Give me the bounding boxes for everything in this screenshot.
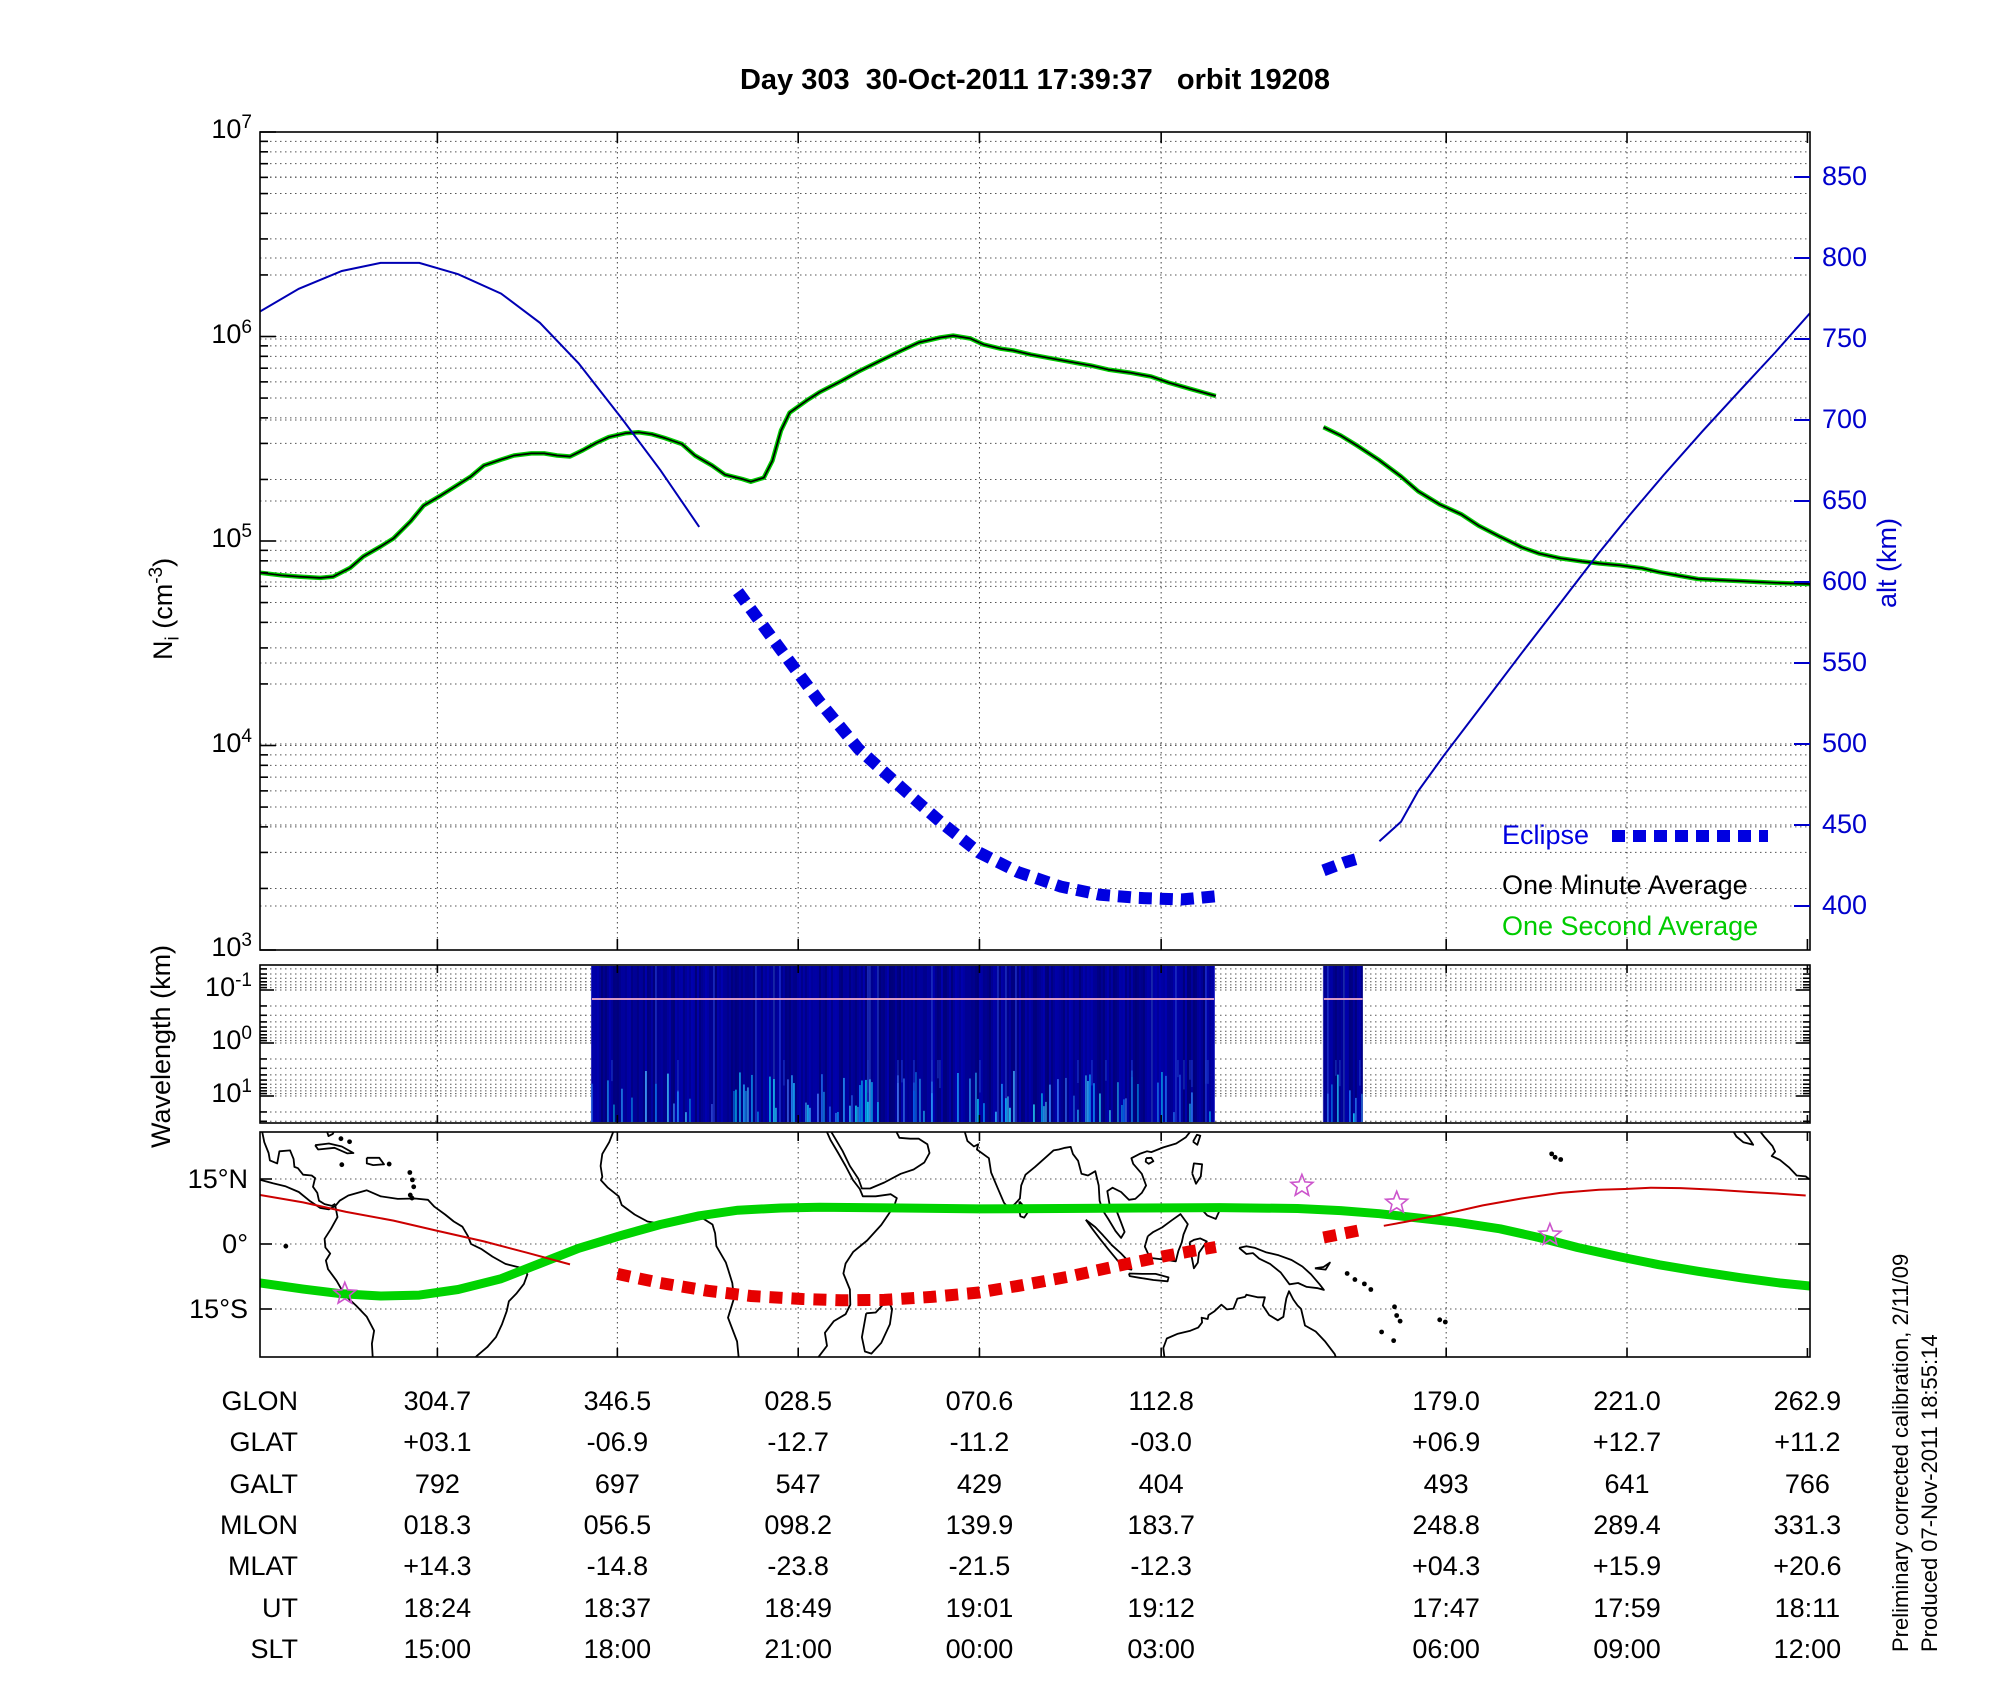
wavelength-tick-1: 100 xyxy=(211,1023,252,1055)
table-cell-GLAT-1: -06.9 xyxy=(586,1427,649,1457)
map-lat-15n: 15°N xyxy=(187,1164,248,1194)
table-cell-MLON-0: 018.3 xyxy=(403,1510,472,1540)
table-cell-GALT-5: 493 xyxy=(1423,1469,1469,1499)
table-cell-GLON-7: 262.9 xyxy=(1773,1386,1842,1416)
table-cell-GLON-1: 346.5 xyxy=(583,1386,652,1416)
table-cell-GLAT-7: +11.2 xyxy=(1774,1427,1841,1457)
table-cell-GALT-7: 766 xyxy=(1784,1469,1830,1499)
table-cell-GALT-3: 429 xyxy=(956,1469,1002,1499)
table-cell-GLAT-6: +12.7 xyxy=(1592,1427,1662,1457)
table-cell-UT-2: 18:49 xyxy=(764,1593,832,1623)
table-cell-UT-1: 18:37 xyxy=(583,1593,652,1623)
table-cell-GLAT-4: -03.0 xyxy=(1130,1427,1192,1457)
table-cell-GALT-2: 547 xyxy=(775,1469,821,1499)
map-lat-15s: 15°S xyxy=(189,1294,248,1324)
table-cell-MLAT-1: -14.8 xyxy=(586,1551,649,1581)
table-cell-MLAT-5: +04.3 xyxy=(1412,1551,1481,1581)
produced-note: Produced 07-Nov-2011 18:55:14 xyxy=(1917,1334,1942,1652)
table-cell-GLAT-3: -11.2 xyxy=(949,1427,1010,1457)
table-cell-GLON-0: 304.7 xyxy=(403,1386,472,1416)
table-cell-GLON-6: 221.0 xyxy=(1593,1386,1661,1416)
table-cell-MLON-5: 248.8 xyxy=(1412,1510,1480,1540)
table-cell-SLT-4: 03:00 xyxy=(1127,1634,1195,1664)
table-row-label-UT: UT xyxy=(262,1593,298,1623)
table-cell-SLT-2: 21:00 xyxy=(764,1634,832,1664)
table-cell-MLAT-2: -23.8 xyxy=(767,1551,829,1581)
table-cell-SLT-1: 18:00 xyxy=(583,1634,652,1664)
legend-one-minute-label: One Minute Average xyxy=(1502,870,1748,900)
legend-one-second-label: One Second Average xyxy=(1502,911,1759,941)
table-cell-SLT-6: 09:00 xyxy=(1593,1634,1661,1664)
table-cell-MLON-7: 331.3 xyxy=(1773,1510,1842,1540)
density-axis-label: Ni (cm-3) xyxy=(146,557,184,660)
density-tick-1e3: 103 xyxy=(211,930,252,962)
alt-tick-800: 800 xyxy=(1822,242,1868,272)
table-row-label-GALT: GALT xyxy=(229,1469,298,1499)
table-cell-GALT-4: 404 xyxy=(1138,1469,1184,1499)
table-cell-GALT-0: 792 xyxy=(414,1469,460,1499)
calibration-note: Preliminary corrected calibration, 2/11/… xyxy=(1888,1253,1913,1652)
alt-tick-550: 550 xyxy=(1822,647,1868,677)
spectrogram-panel xyxy=(260,965,1810,1123)
table-cell-SLT-3: 00:00 xyxy=(945,1634,1014,1664)
density-tick-1e4: 104 xyxy=(211,726,252,758)
alt-tick-700: 700 xyxy=(1822,404,1868,434)
density-tick-1e7: 107 xyxy=(211,112,252,144)
table-row-label-GLAT: GLAT xyxy=(229,1427,298,1457)
table-cell-MLON-1: 056.5 xyxy=(583,1510,652,1540)
page-title: Day 303 30-Oct-2011 17:39:37 orbit 19208 xyxy=(739,64,1331,96)
alt-tick-650: 650 xyxy=(1822,485,1868,515)
table-cell-UT-7: 18:11 xyxy=(1774,1593,1841,1623)
density-tick-1e6: 106 xyxy=(211,317,252,349)
legend-eclipse-label: Eclipse xyxy=(1502,820,1590,850)
table-cell-MLAT-0: +14.3 xyxy=(403,1551,472,1581)
alt-tick-500: 500 xyxy=(1822,728,1868,758)
map-lat-0: 0° xyxy=(222,1229,248,1259)
table-cell-GLAT-0: +03.1 xyxy=(403,1427,472,1457)
table-cell-GLON-4: 112.8 xyxy=(1128,1386,1194,1416)
table-cell-GALT-6: 641 xyxy=(1604,1469,1650,1499)
map-panel xyxy=(260,1132,1810,1357)
table-cell-GALT-1: 697 xyxy=(594,1469,640,1499)
table-cell-UT-5: 17:47 xyxy=(1412,1593,1480,1623)
table-cell-GLON-2: 028.5 xyxy=(764,1386,832,1416)
table-cell-SLT-7: 12:00 xyxy=(1773,1634,1842,1664)
density-tick-1e5: 105 xyxy=(211,521,252,553)
table-cell-UT-6: 17:59 xyxy=(1593,1593,1661,1623)
table-row-label-MLAT: MLAT xyxy=(227,1551,298,1581)
wavelength-tick-10: 101 xyxy=(211,1076,252,1108)
table-cell-MLAT-3: -21.5 xyxy=(948,1551,1011,1581)
table-cell-MLON-6: 289.4 xyxy=(1593,1510,1661,1540)
alt-tick-400: 400 xyxy=(1822,890,1868,920)
table-cell-UT-0: 18:24 xyxy=(403,1593,472,1623)
alt-tick-750: 750 xyxy=(1822,323,1868,353)
wavelength-tick-0.1: 10-1 xyxy=(205,970,252,1002)
table-cell-SLT-5: 06:00 xyxy=(1412,1634,1480,1664)
table-cell-MLON-2: 098.2 xyxy=(764,1510,832,1540)
wavelength-axis-label: Wavelength (km) xyxy=(146,944,176,1148)
table-cell-MLAT-6: +15.9 xyxy=(1592,1551,1662,1581)
alt-tick-600: 600 xyxy=(1822,566,1868,596)
table-cell-GLON-5: 179.0 xyxy=(1412,1386,1480,1416)
alt-tick-850: 850 xyxy=(1822,161,1868,191)
table-cell-MLON-3: 139.9 xyxy=(945,1510,1014,1540)
table-cell-SLT-0: 15:00 xyxy=(403,1634,472,1664)
alt-axis-label: alt (km) xyxy=(1872,518,1902,608)
table-cell-MLON-4: 183.7 xyxy=(1127,1510,1195,1540)
table-row-label-MLON: MLON xyxy=(219,1510,298,1540)
alt-tick-450: 450 xyxy=(1822,809,1868,839)
table-cell-UT-4: 19:12 xyxy=(1127,1593,1195,1623)
table-cell-UT-3: 19:01 xyxy=(945,1593,1014,1623)
density-panel xyxy=(260,132,1810,950)
table-row-label-SLT: SLT xyxy=(250,1634,298,1664)
table-cell-GLAT-5: +06.9 xyxy=(1412,1427,1481,1457)
table-cell-GLON-3: 070.6 xyxy=(945,1386,1014,1416)
table-row-label-GLON: GLON xyxy=(221,1386,298,1416)
table-cell-GLAT-2: -12.7 xyxy=(767,1427,829,1457)
table-cell-MLAT-4: -12.3 xyxy=(1130,1551,1192,1581)
table-cell-MLAT-7: +20.6 xyxy=(1773,1551,1842,1581)
